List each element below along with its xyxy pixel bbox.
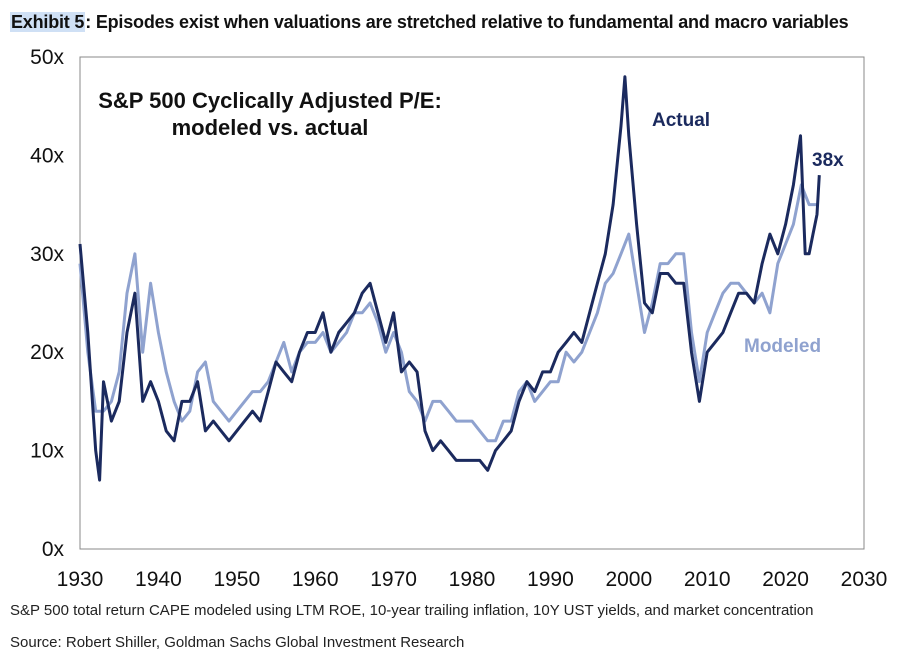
chart-title-line-2: modeled vs. actual bbox=[172, 115, 369, 140]
y-tick-label: 50x bbox=[30, 46, 64, 69]
x-tick-label: 1980 bbox=[449, 568, 496, 591]
y-axis: 0x 10x 20x 30x 40x 50x bbox=[30, 46, 64, 561]
exhibit-title-text: : Episodes exist when valuations are str… bbox=[85, 12, 849, 32]
exhibit-title: Exhibit 5: Episodes exist when valuation… bbox=[10, 12, 849, 33]
y-tick-label: 20x bbox=[30, 341, 64, 364]
end-value-label: 38x bbox=[812, 150, 844, 171]
x-tick-label: 1960 bbox=[292, 568, 339, 591]
x-tick-label: 1950 bbox=[213, 568, 260, 591]
y-tick-label: 10x bbox=[30, 440, 64, 463]
plot-frame bbox=[79, 56, 865, 550]
exhibit-tag: Exhibit 5 bbox=[10, 12, 86, 32]
x-tick-label: 1970 bbox=[370, 568, 417, 591]
x-axis: 1930 1940 1950 1960 1970 1980 1990 2000 2010 2020… bbox=[57, 568, 888, 591]
chart-source: Source: Robert Shiller, Goldman Sachs Gl… bbox=[10, 634, 465, 651]
x-tick-label: 1930 bbox=[57, 568, 104, 591]
chart-footnote: S&P 500 total return CAPE modeled using … bbox=[10, 602, 814, 619]
modeled-series-label: Modeled bbox=[744, 336, 821, 357]
y-tick-label: 30x bbox=[30, 243, 64, 266]
actual-series-label: Actual bbox=[652, 110, 710, 131]
chart-title-line-1: S&P 500 Cyclically Adjusted P/E: bbox=[98, 88, 442, 113]
modeled-series-line bbox=[78, 183, 817, 443]
x-tick-label: 2000 bbox=[605, 568, 652, 591]
x-tick-label: 2030 bbox=[841, 568, 888, 591]
x-tick-label: 2020 bbox=[762, 568, 809, 591]
x-tick-label: 1990 bbox=[527, 568, 574, 591]
x-tick-label: 1940 bbox=[135, 568, 182, 591]
y-tick-label: 0x bbox=[42, 538, 65, 561]
actual-series-line bbox=[78, 75, 821, 482]
x-tick-label: 2010 bbox=[684, 568, 731, 591]
y-tick-label: 40x bbox=[30, 144, 64, 167]
series-layer bbox=[78, 75, 821, 482]
